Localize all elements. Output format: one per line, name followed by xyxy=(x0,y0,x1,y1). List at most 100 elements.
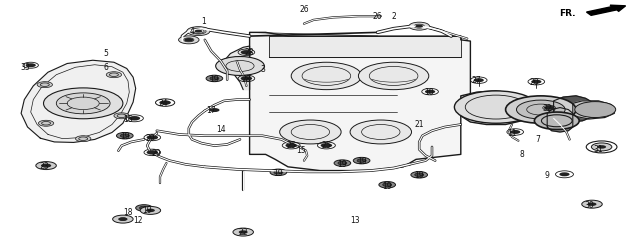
Circle shape xyxy=(358,62,429,90)
Circle shape xyxy=(185,38,193,41)
Circle shape xyxy=(56,93,110,114)
Circle shape xyxy=(559,172,570,176)
Circle shape xyxy=(353,157,370,164)
Circle shape xyxy=(26,63,36,67)
Polygon shape xyxy=(547,108,573,132)
Circle shape xyxy=(425,90,435,94)
Text: 29: 29 xyxy=(152,149,162,158)
Circle shape xyxy=(136,205,152,211)
Circle shape xyxy=(42,164,51,167)
Text: 10: 10 xyxy=(424,88,434,97)
Circle shape xyxy=(76,136,91,142)
Text: 24: 24 xyxy=(158,99,168,108)
Circle shape xyxy=(159,100,171,105)
Circle shape xyxy=(106,72,122,78)
Text: 11: 11 xyxy=(508,129,516,138)
Text: 13: 13 xyxy=(350,216,360,225)
Text: 19: 19 xyxy=(209,75,220,84)
Polygon shape xyxy=(269,36,461,57)
Text: 19: 19 xyxy=(337,160,348,169)
Text: 25: 25 xyxy=(286,141,296,150)
Circle shape xyxy=(415,25,423,28)
Circle shape xyxy=(209,108,220,112)
Circle shape xyxy=(409,22,429,30)
Text: 17: 17 xyxy=(206,106,216,115)
Circle shape xyxy=(582,200,602,208)
Text: 19: 19 xyxy=(273,169,284,178)
Circle shape xyxy=(187,27,210,36)
Text: 29: 29 xyxy=(145,134,156,143)
Text: 33: 33 xyxy=(20,63,31,72)
Text: 26: 26 xyxy=(372,12,383,21)
Circle shape xyxy=(544,106,554,110)
Text: 27: 27 xyxy=(472,76,482,85)
Circle shape xyxy=(474,78,484,82)
Text: 26: 26 xyxy=(299,5,309,14)
Circle shape xyxy=(41,164,51,168)
Circle shape xyxy=(411,172,428,178)
Text: 14: 14 xyxy=(216,125,226,134)
Circle shape xyxy=(285,143,297,148)
Text: 8: 8 xyxy=(519,150,524,159)
Circle shape xyxy=(591,143,612,151)
Text: 18: 18 xyxy=(124,208,132,217)
Text: 19: 19 xyxy=(414,171,424,180)
Circle shape xyxy=(516,100,565,119)
Circle shape xyxy=(575,102,616,118)
Circle shape xyxy=(597,145,606,149)
Circle shape xyxy=(350,120,412,144)
Text: 4: 4 xyxy=(189,27,195,36)
Circle shape xyxy=(38,120,54,126)
Text: 31: 31 xyxy=(593,145,604,154)
Circle shape xyxy=(116,132,133,139)
Circle shape xyxy=(120,134,129,137)
Circle shape xyxy=(379,182,396,188)
Polygon shape xyxy=(21,60,136,142)
Text: 32: 32 xyxy=(542,104,552,113)
Circle shape xyxy=(506,96,576,123)
Circle shape xyxy=(195,30,202,33)
Text: 19: 19 xyxy=(356,157,367,166)
Circle shape xyxy=(357,159,366,162)
Text: FR.: FR. xyxy=(559,9,576,18)
Circle shape xyxy=(531,80,541,84)
Polygon shape xyxy=(461,91,531,124)
Circle shape xyxy=(37,82,52,88)
Circle shape xyxy=(146,209,155,212)
Text: 23: 23 xyxy=(40,162,50,171)
Text: 1: 1 xyxy=(201,17,206,26)
Text: 16: 16 xyxy=(123,115,133,124)
Circle shape xyxy=(270,169,287,176)
Circle shape xyxy=(210,77,219,80)
Circle shape xyxy=(280,120,341,144)
Circle shape xyxy=(216,57,264,75)
Text: 28: 28 xyxy=(245,48,254,57)
Circle shape xyxy=(454,91,538,123)
Circle shape xyxy=(588,202,596,206)
Polygon shape xyxy=(573,101,614,119)
Text: 9: 9 xyxy=(545,171,550,180)
Circle shape xyxy=(179,36,199,44)
Circle shape xyxy=(113,215,133,223)
Circle shape xyxy=(291,62,362,90)
Circle shape xyxy=(233,228,253,236)
Circle shape xyxy=(510,130,520,134)
Text: 5: 5 xyxy=(103,49,108,58)
Text: 19: 19 xyxy=(120,132,130,141)
Text: 7: 7 xyxy=(535,135,540,144)
Circle shape xyxy=(118,217,127,221)
Circle shape xyxy=(239,230,248,234)
Polygon shape xyxy=(554,96,592,122)
Circle shape xyxy=(334,160,351,166)
Circle shape xyxy=(36,162,56,170)
Circle shape xyxy=(147,150,158,155)
Text: 30: 30 xyxy=(584,201,594,210)
Text: 28: 28 xyxy=(242,75,251,84)
Circle shape xyxy=(274,171,283,174)
Circle shape xyxy=(147,135,158,140)
Polygon shape xyxy=(250,32,470,171)
Text: 20: 20 xyxy=(529,78,540,87)
Text: 19: 19 xyxy=(382,182,392,191)
Polygon shape xyxy=(224,46,250,90)
Text: 3: 3 xyxy=(260,65,265,74)
